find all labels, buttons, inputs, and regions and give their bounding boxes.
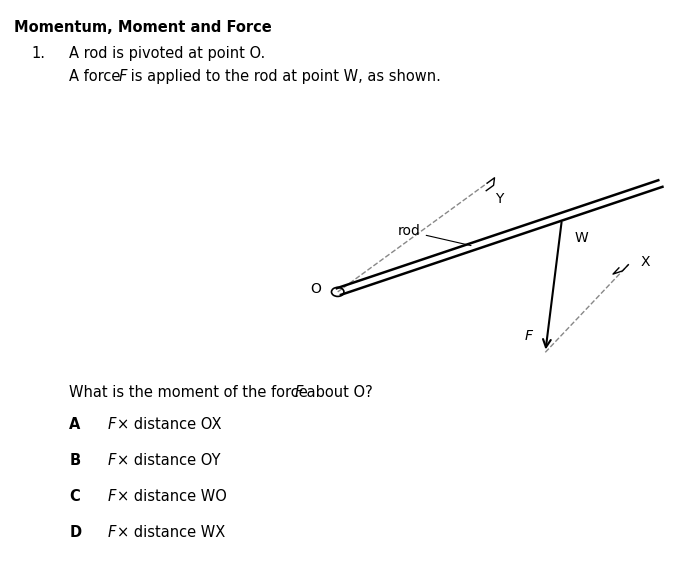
Text: A force: A force — [69, 69, 125, 84]
Text: A rod is pivoted at point O.: A rod is pivoted at point O. — [69, 46, 266, 62]
Text: D: D — [69, 525, 82, 540]
Text: O: O — [310, 282, 321, 296]
Text: X: X — [641, 254, 650, 268]
Text: Y: Y — [495, 192, 504, 206]
Text: F: F — [107, 417, 116, 432]
Text: about O?: about O? — [302, 385, 372, 400]
Text: is applied to the rod at point W, as shown.: is applied to the rod at point W, as sho… — [126, 69, 441, 84]
Text: × distance WO: × distance WO — [117, 489, 227, 504]
Text: B: B — [69, 453, 80, 468]
Text: What is the moment of the force: What is the moment of the force — [69, 385, 313, 400]
Text: × distance WX: × distance WX — [117, 525, 225, 540]
Text: F: F — [107, 525, 116, 540]
Text: F: F — [295, 385, 303, 400]
Text: C: C — [69, 489, 80, 504]
Text: Momentum, Moment and Force: Momentum, Moment and Force — [14, 20, 271, 35]
Text: 1.: 1. — [31, 46, 45, 62]
Text: × distance OY: × distance OY — [117, 453, 221, 468]
Text: A: A — [69, 417, 80, 432]
Text: F: F — [525, 329, 533, 343]
Text: × distance OX: × distance OX — [117, 417, 221, 432]
Text: W: W — [574, 231, 588, 245]
Text: rod: rod — [398, 224, 471, 246]
Text: F: F — [107, 453, 116, 468]
Text: F: F — [119, 69, 127, 84]
Text: F: F — [107, 489, 116, 504]
